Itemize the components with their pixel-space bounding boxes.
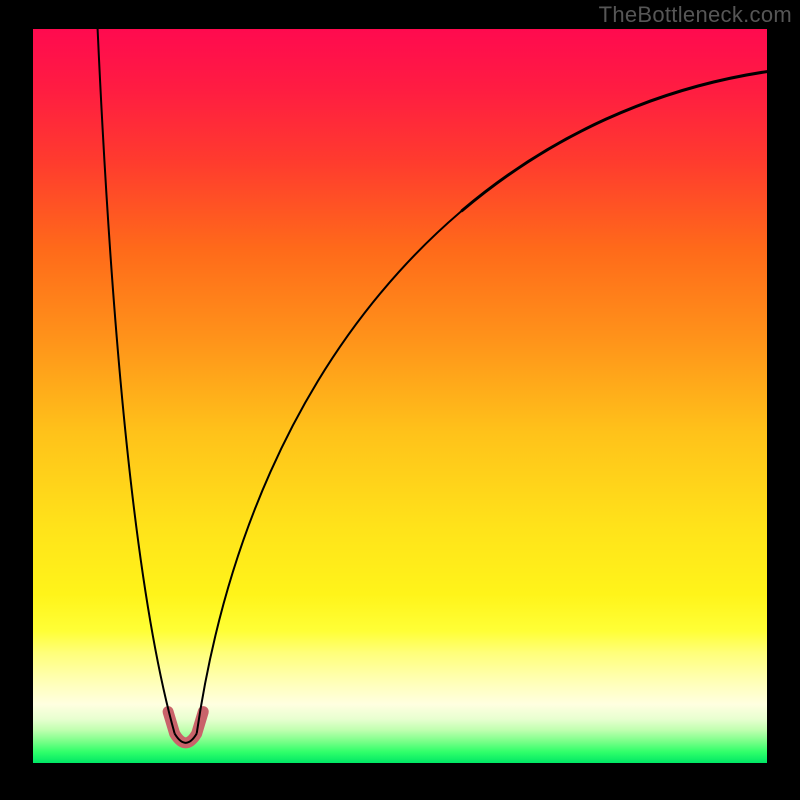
bottleneck-chart <box>0 0 800 800</box>
watermark-text: TheBottleneck.com <box>599 2 792 28</box>
plot-background <box>33 29 767 763</box>
stage: TheBottleneck.com <box>0 0 800 800</box>
